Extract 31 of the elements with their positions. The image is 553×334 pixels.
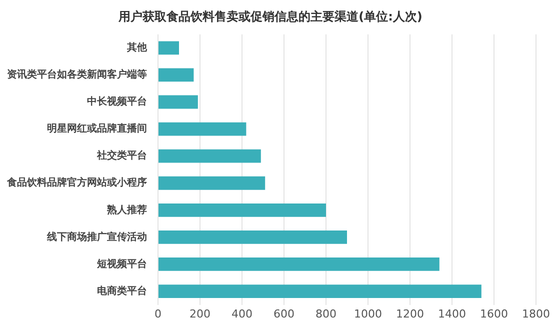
- x-tick-label: 600: [274, 307, 294, 320]
- bar: [158, 68, 194, 82]
- bar: [158, 41, 179, 55]
- y-tick-label: 社交类平台: [96, 150, 147, 162]
- x-tick-label: 1400: [438, 307, 466, 320]
- chart-title: 用户获取食品饮料售卖或促销信息的主要渠道(单位:人次): [118, 9, 422, 24]
- y-tick-label: 线下商场推广宣传活动: [46, 230, 147, 243]
- x-tick-label: 0: [154, 307, 162, 320]
- y-tick-label: 食品饮料品牌官方网站或小程序: [6, 176, 147, 189]
- bar: [158, 122, 246, 136]
- y-tick-label: 明星网红或品牌直播间: [47, 122, 147, 135]
- bar: [158, 95, 198, 109]
- bar: [158, 284, 482, 298]
- y-tick-label: 电商类平台: [97, 284, 147, 297]
- x-tick-label: 1600: [480, 307, 508, 320]
- bar: [158, 203, 326, 217]
- x-tick-label: 1800: [522, 307, 550, 320]
- bar: [158, 258, 440, 271]
- x-tick-label: 400: [232, 307, 252, 320]
- y-tick-label: 中长视频平台: [87, 96, 147, 108]
- x-tick-label: 800: [316, 307, 336, 320]
- y-tick-label: 资讯类平台如各类新闻客户端等: [7, 68, 147, 81]
- x-tick-label: 1000: [354, 307, 382, 320]
- x-tick-label: 1200: [396, 307, 424, 320]
- bar: [158, 149, 261, 163]
- bar: [158, 176, 266, 190]
- y-tick-label: 其他: [126, 42, 148, 54]
- bar: [158, 230, 347, 244]
- x-tick-label: 200: [190, 307, 210, 320]
- y-tick-label: 熟人推荐: [106, 204, 147, 216]
- y-tick-label: 短视频平台: [96, 258, 147, 270]
